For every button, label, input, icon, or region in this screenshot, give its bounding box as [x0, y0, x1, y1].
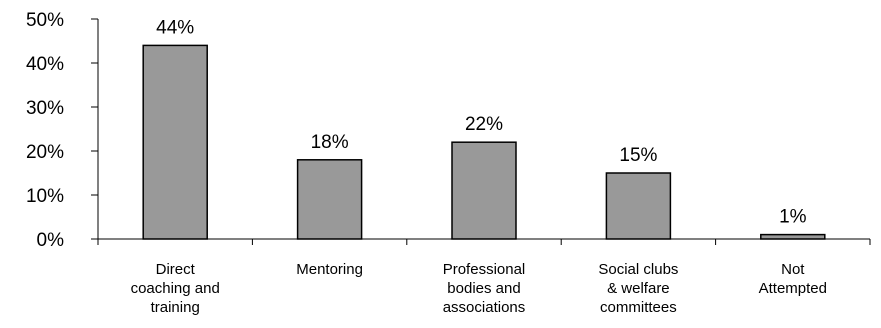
category-label-line: Social clubs [598, 261, 678, 278]
y-tick-label: 40% [26, 54, 64, 75]
data-label: 18% [311, 132, 349, 153]
category-label-line: committees [600, 299, 677, 316]
y-tick-label: 30% [26, 98, 64, 119]
category-label-line: Not [781, 261, 805, 278]
category-label-line: Professional [443, 261, 526, 278]
data-label: 44% [156, 17, 194, 38]
data-label: 1% [779, 207, 807, 228]
bar [142, 44, 208, 240]
bar [451, 141, 517, 240]
bars [142, 44, 826, 240]
category-label-line: Mentoring [296, 261, 363, 278]
y-tick-label: 0% [37, 230, 65, 251]
bar [760, 233, 826, 240]
category-label-line: coaching and [131, 280, 220, 297]
category-label-line: Attempted [759, 280, 827, 297]
y-tick-label: 10% [26, 186, 64, 207]
category-label: Direct coaching and training [131, 261, 220, 316]
y-axis: 0% 10% 20% 30% 40% 50% [26, 10, 99, 251]
category-label-line: training [151, 299, 200, 316]
category-label: Professional bodies and associations [443, 261, 526, 316]
category-label-line: Direct [156, 261, 196, 278]
category-label-line: bodies and [447, 280, 520, 297]
bar [605, 172, 672, 240]
data-label: 15% [619, 145, 657, 166]
y-tick-label: 20% [26, 142, 64, 163]
category-label-line: & welfare [607, 280, 670, 297]
data-label: 22% [465, 114, 503, 135]
category-label-line: associations [443, 299, 526, 316]
data-labels: 44% 18% 22% 15% 1% [156, 17, 806, 227]
category-label: Social clubs & welfare committees [598, 261, 678, 316]
y-tick-label: 50% [26, 10, 64, 31]
bar [296, 159, 363, 240]
category-label: Not Attempted [759, 261, 827, 297]
category-label: Mentoring [296, 261, 363, 278]
x-axis [97, 238, 871, 245]
category-labels: Direct coaching and training Mentoring Profe… [131, 261, 827, 316]
